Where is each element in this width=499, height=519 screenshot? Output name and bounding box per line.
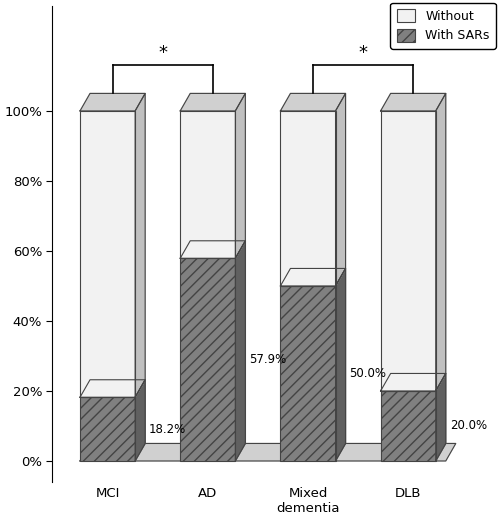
Polygon shape: [280, 268, 345, 286]
Polygon shape: [280, 93, 345, 111]
Polygon shape: [80, 380, 145, 397]
Text: 50.0%: 50.0%: [350, 367, 387, 380]
Polygon shape: [335, 93, 345, 286]
Polygon shape: [236, 93, 246, 258]
Polygon shape: [436, 374, 446, 461]
Text: *: *: [158, 44, 167, 62]
Text: 20.0%: 20.0%: [450, 419, 487, 432]
Polygon shape: [335, 268, 345, 461]
Polygon shape: [236, 241, 246, 461]
Polygon shape: [180, 93, 246, 111]
FancyBboxPatch shape: [381, 111, 436, 391]
Polygon shape: [381, 93, 446, 111]
FancyBboxPatch shape: [381, 391, 436, 461]
Polygon shape: [135, 93, 145, 397]
Text: 18.2%: 18.2%: [149, 422, 187, 435]
FancyBboxPatch shape: [180, 111, 236, 258]
Polygon shape: [80, 93, 145, 111]
FancyBboxPatch shape: [80, 397, 135, 461]
Polygon shape: [180, 241, 246, 258]
FancyBboxPatch shape: [180, 258, 236, 461]
FancyBboxPatch shape: [280, 286, 335, 461]
Legend: Without, With SARs: Without, With SARs: [390, 3, 496, 49]
Text: 57.9%: 57.9%: [250, 353, 286, 366]
Text: *: *: [359, 44, 368, 62]
FancyBboxPatch shape: [80, 111, 135, 397]
Polygon shape: [135, 380, 145, 461]
Polygon shape: [436, 93, 446, 391]
Polygon shape: [80, 443, 456, 461]
FancyBboxPatch shape: [280, 111, 335, 286]
Polygon shape: [381, 374, 446, 391]
